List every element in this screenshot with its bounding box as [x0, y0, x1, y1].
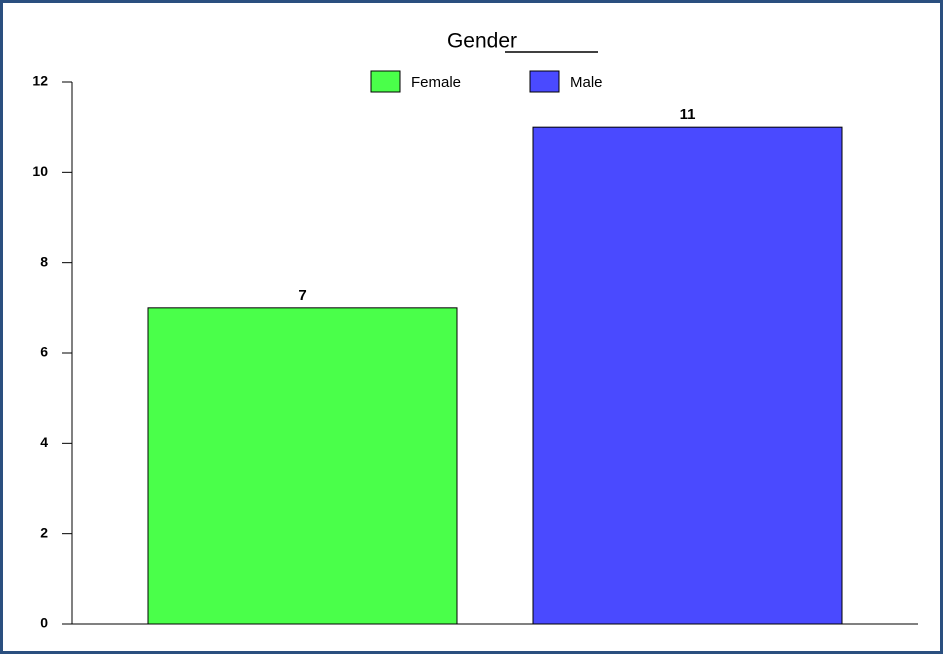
y-tick-label: 10	[32, 163, 48, 179]
y-tick-label: 6	[40, 344, 48, 360]
legend-label: Female	[411, 74, 461, 91]
bar	[532, 126, 843, 625]
y-tick-label: 2	[40, 524, 48, 540]
bar	[147, 307, 458, 625]
legend-label: Male	[570, 74, 603, 91]
y-tick-label: 8	[40, 253, 48, 269]
data-label: 7	[298, 287, 306, 304]
y-tick-label: 4	[40, 434, 48, 450]
data-label: 11	[680, 106, 696, 123]
y-tick-label: 0	[40, 615, 48, 631]
chart-title: Gender	[447, 30, 517, 53]
legend-swatch	[529, 70, 560, 93]
y-tick-label: 12	[32, 73, 48, 89]
legend-swatch	[370, 70, 401, 93]
